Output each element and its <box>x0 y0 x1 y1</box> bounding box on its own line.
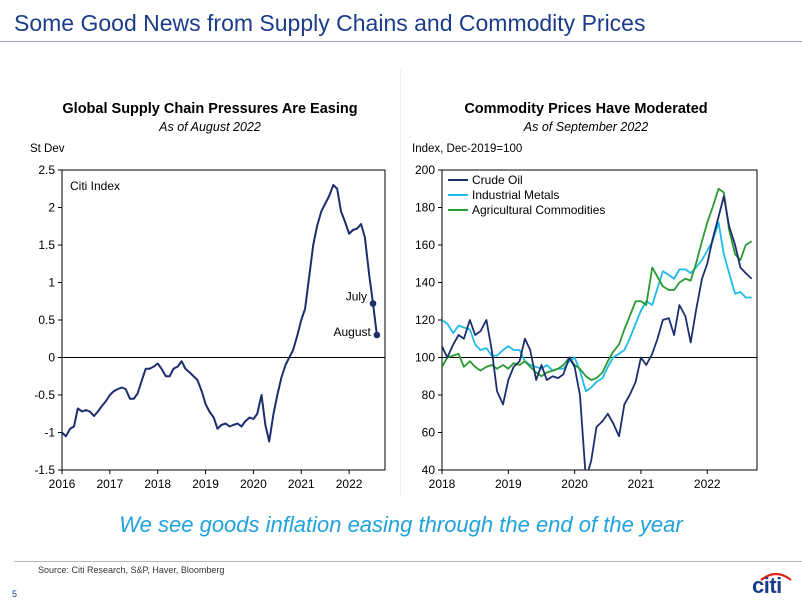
source-note: Source: Citi Research, S&P, Haver, Bloom… <box>38 565 225 575</box>
page-number: 5 <box>12 589 18 599</box>
x-tick-label: 2018 <box>429 477 456 491</box>
y-axis-label: St Dev <box>30 143 65 155</box>
y-tick-label: 0.5 <box>38 313 55 327</box>
citi-logo: citi <box>752 573 782 598</box>
x-tick-label: 2021 <box>628 477 655 491</box>
y-tick-label: 160 <box>415 238 435 252</box>
y-tick-label: 80 <box>422 388 436 402</box>
supply-chain-pressure-chart: -1.5 -1 -0.5 0 0.5 1 1.5 2 2.5 2016 2017 2018 2019 20… <box>30 143 386 491</box>
legend-agricultural-commodities-label: Agricultural Commodities <box>472 203 605 217</box>
y-tick-label: 0 <box>48 351 55 365</box>
citi-arc-icon <box>760 572 792 581</box>
y-tick-label: 1 <box>48 276 55 290</box>
x-tick-label: 2020 <box>240 477 267 491</box>
x-tick-label: 2018 <box>144 477 171 491</box>
y-tick-label: 1.5 <box>38 238 55 252</box>
y-tick-label: 120 <box>415 313 435 327</box>
annotation-dot <box>369 300 377 307</box>
commodity-chart-subtitle: As of September 2022 <box>523 120 649 134</box>
x-tick-label: 2017 <box>97 477 124 491</box>
title-rule <box>0 41 802 42</box>
y-axis-label: Index, Dec-2019=100 <box>412 143 522 155</box>
y-tick-label: -1 <box>44 426 55 440</box>
citi-index-legend-label: Citi Index <box>70 179 120 193</box>
legend-industrial-metals-label: Industrial Metals <box>472 188 559 202</box>
column-divider <box>400 70 401 495</box>
y-tick-label: 2 <box>48 201 55 215</box>
x-tick-label: 2019 <box>495 477 522 491</box>
y-tick-label: 40 <box>422 463 436 477</box>
legend-crude-oil-label: Crude Oil <box>472 173 523 187</box>
y-tick-label: 100 <box>415 351 435 365</box>
supply-chain-chart-subtitle: As of August 2022 <box>159 120 261 134</box>
slide-title: Some Good News from Supply Chains and Co… <box>14 10 646 36</box>
y-tick-label: 180 <box>415 201 435 215</box>
y-tick-label: -0.5 <box>34 388 55 402</box>
supply-chain-chart-title: Global Supply Chain Pressures Are Easing <box>62 101 358 117</box>
x-tick-label: 2016 <box>49 477 76 491</box>
y-tick-label: 140 <box>415 276 435 290</box>
x-tick-label: 2021 <box>288 477 315 491</box>
y-tick-label: 200 <box>415 163 435 177</box>
tagline: We see goods inflation easing through th… <box>119 512 683 537</box>
annotation-dot <box>373 331 381 339</box>
x-tick-label: 2022 <box>336 477 363 491</box>
y-tick-label: -1.5 <box>34 463 55 477</box>
annotation-label: July <box>346 290 367 304</box>
y-tick-label: 2.5 <box>38 163 55 177</box>
x-tick-label: 2019 <box>192 477 219 491</box>
x-tick-label: 2020 <box>561 477 588 491</box>
commodity-chart-title: Commodity Prices Have Moderated <box>464 101 708 117</box>
y-tick-label: 60 <box>422 426 436 440</box>
annotation-label: August <box>334 325 372 339</box>
industrial-metals-series-line <box>442 221 752 393</box>
commodity-prices-chart: 40 60 80 100 120 140 160 180 200 2018 2019 2020 2021… <box>412 143 758 491</box>
crude-oil-series-line <box>442 195 753 470</box>
source-rule <box>14 561 802 562</box>
x-tick-label: 2022 <box>694 477 721 491</box>
citi-index-series-line <box>61 184 378 443</box>
